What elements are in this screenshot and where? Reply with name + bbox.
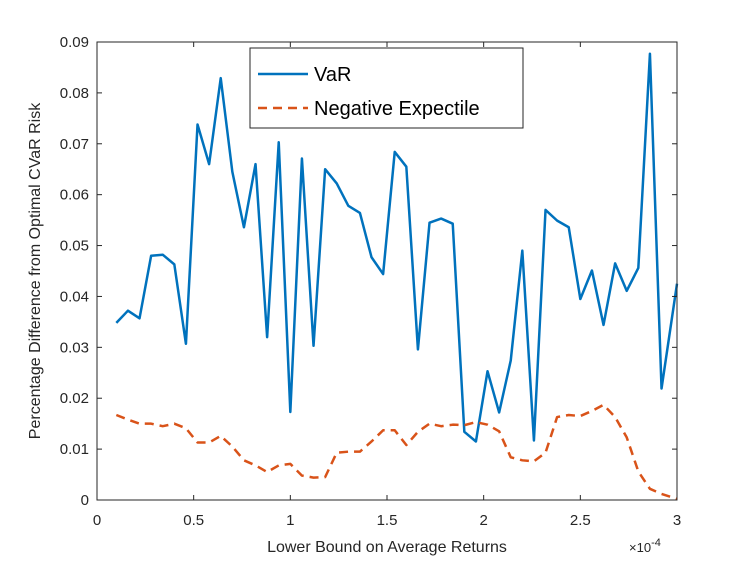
- x-tick-label: 0.5: [183, 512, 204, 529]
- y-tick-label: 0.03: [60, 339, 89, 356]
- y-tick-label: 0.02: [60, 390, 89, 407]
- series-line-negative-expectile: [115, 403, 678, 501]
- y-tick-label: 0.04: [60, 288, 89, 305]
- x-tick-label: 2.5: [570, 512, 591, 529]
- y-tick-label: 0: [81, 492, 89, 509]
- x-exponent-power: -4: [651, 537, 661, 549]
- x-exponent-base: ×10: [629, 540, 651, 555]
- legend-label-negative-expectile: Negative Expectile: [314, 98, 480, 120]
- x-exponent-label: ×10-4: [629, 537, 661, 555]
- x-axis: 0 0.5 1 1.5 2 2.5 3: [93, 42, 681, 529]
- series-line-var: [115, 52, 679, 443]
- y-tick-label: 0.09: [60, 34, 89, 51]
- y-tick-label: 0.08: [60, 85, 89, 102]
- legend-box: [249, 47, 524, 129]
- y-axis-label: Percentage Difference from Optimal CVaR …: [27, 102, 44, 439]
- legend-label-var: VaR: [314, 64, 351, 86]
- y-tick-label: 0.07: [60, 136, 89, 153]
- y-axis: 0 0.01 0.02 0.03 0.04 0.05 0.06 0.07 0.08 0.09: [60, 34, 677, 509]
- x-tick-label: 1: [286, 512, 294, 529]
- x-axis-label: Lower Bound on Average Returns: [267, 539, 507, 556]
- x-tick-label: 1.5: [377, 512, 398, 529]
- series-layer: [115, 52, 679, 501]
- x-tick-label: 2: [479, 512, 487, 529]
- y-tick-label: 0.05: [60, 238, 89, 255]
- legend: VaR Negative Expectile: [249, 47, 524, 129]
- y-tick-label: 0.06: [60, 187, 89, 204]
- x-tick-label: 3: [673, 512, 681, 529]
- x-tick-label: 0: [93, 512, 101, 529]
- y-tick-label: 0.01: [60, 441, 89, 458]
